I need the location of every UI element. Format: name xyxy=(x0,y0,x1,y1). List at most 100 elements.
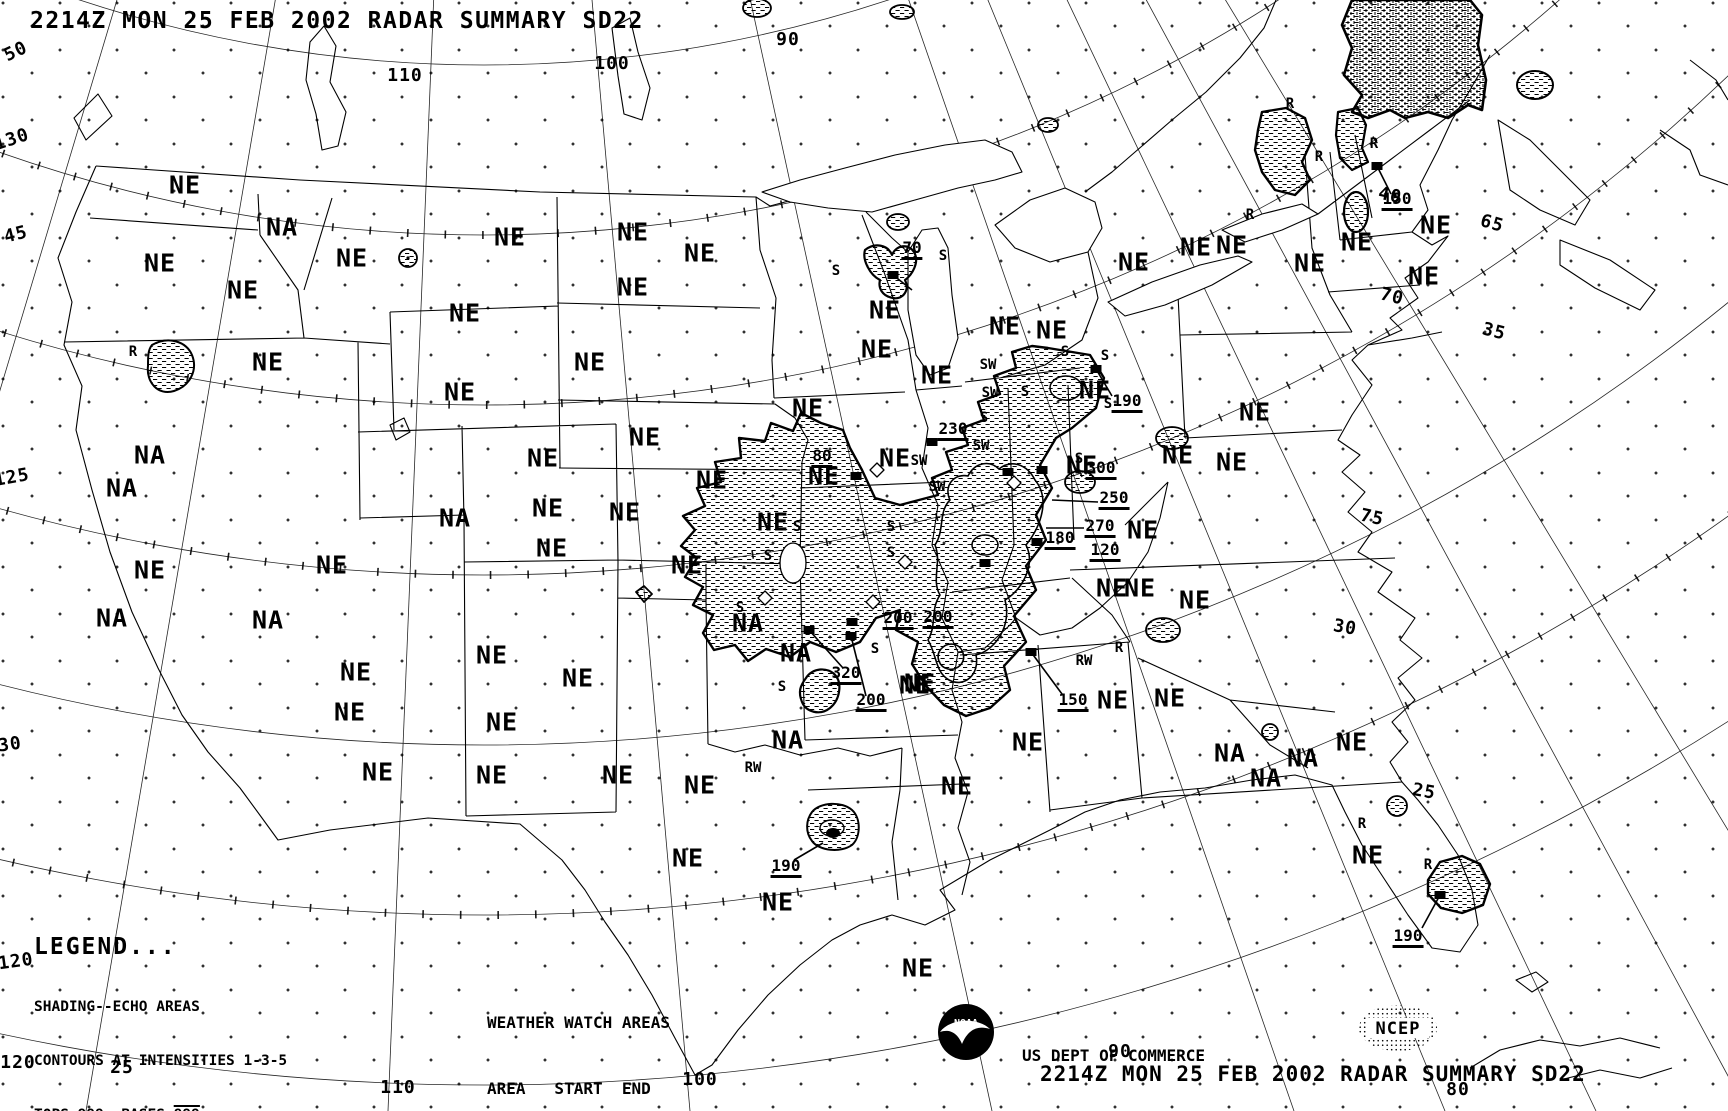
state-boundaries xyxy=(57,0,1728,1081)
legend-line-contours: CONTOURS AT INTENSITIES 1-3-5 xyxy=(34,1053,288,1069)
echo-leader-line xyxy=(1095,368,1113,397)
coverage-label: NE xyxy=(526,443,560,473)
precip-label: S xyxy=(886,545,896,561)
precip-label: R xyxy=(1114,640,1124,656)
graticule-label: 40 xyxy=(1376,182,1404,209)
coverage-label: NE xyxy=(1065,450,1099,480)
tops-label: 80 xyxy=(811,448,833,468)
coverage-label: NE xyxy=(1123,573,1157,603)
echo-wisconsin-spot xyxy=(886,213,910,231)
echo-co-nm-spot xyxy=(635,585,653,603)
echo-cell-marker xyxy=(850,472,862,480)
tops-label: 120 xyxy=(1089,542,1121,562)
coverage-label: NE xyxy=(860,334,894,364)
precip-label: SW xyxy=(928,479,946,495)
graticule-label: 120 xyxy=(0,948,35,975)
echo-cell-marker xyxy=(1002,468,1014,476)
coverage-label: NE xyxy=(1096,685,1130,715)
great-lakes xyxy=(761,139,1319,376)
coverage-label: NE xyxy=(898,670,932,700)
coverage-label: NE xyxy=(608,497,642,527)
precip-label: S xyxy=(792,519,802,535)
echo-florida-west-spot xyxy=(1386,795,1408,817)
coverage-label: NE xyxy=(616,217,650,247)
coverage-label: NE xyxy=(133,555,167,585)
precip-label: S xyxy=(979,410,989,426)
echo-new-england-oval xyxy=(1342,190,1370,234)
chart-title-bottom: 2214Z MON 25 FEB 2002 RADAR SUMMARY SD22 xyxy=(1040,1062,1586,1086)
graticule-label: 80 xyxy=(1446,1079,1470,1100)
coverage-label: NE xyxy=(670,550,704,580)
coverage-label: NA xyxy=(1249,763,1283,793)
echo-georgia-spot xyxy=(1261,723,1279,741)
graticule-label: 45 xyxy=(1,221,30,248)
coverage-label: NE xyxy=(1407,261,1441,291)
coverage-label: NE xyxy=(1035,315,1069,345)
coverage-label: NE xyxy=(1161,440,1195,470)
precip-label: S xyxy=(777,679,787,695)
precip-label: S xyxy=(1100,348,1110,364)
legend-line-tops-bases: TOPS 999--BASES 999 xyxy=(34,1106,313,1111)
legend-heading: LEGEND... xyxy=(34,934,177,960)
agency-credit: US DEPT OF COMMERCE NOAA/NWS/NCEP WASHIN… xyxy=(1022,998,1253,1111)
coverage-label: NE xyxy=(531,493,565,523)
agency-dept: US DEPT OF COMMERCE xyxy=(1022,1046,1206,1065)
precip-label: SW xyxy=(979,357,997,373)
coverage-label: NE xyxy=(1178,585,1212,615)
graticule-label: 100 xyxy=(594,53,630,74)
graticule-label: 25 xyxy=(1410,779,1438,804)
coverage-label: NE xyxy=(475,760,509,790)
echo-texas-cell xyxy=(806,802,860,851)
coverage-label: NE xyxy=(475,640,509,670)
precip-label: S xyxy=(763,548,773,564)
precip-label: S xyxy=(1060,344,1070,360)
precip-label: SW xyxy=(981,385,999,401)
coverage-label: NE xyxy=(1335,727,1369,757)
coverage-label: NA xyxy=(133,440,167,470)
coverage-label: NE xyxy=(988,311,1022,341)
echo-cell-marker xyxy=(803,626,815,634)
echo-canada-spot2 xyxy=(889,4,915,20)
echo-upstate-ny xyxy=(1253,106,1314,197)
echo-contour-3 xyxy=(927,462,1044,684)
coverage-label: NE xyxy=(671,843,705,873)
echo-cell-marker xyxy=(1434,891,1446,899)
coverage-label: NE xyxy=(335,243,369,273)
graticule-label: 50 xyxy=(0,37,31,67)
coverage-label: NE xyxy=(573,347,607,377)
coverage-label: NE xyxy=(168,170,202,200)
coverage-label: NE xyxy=(1238,397,1272,427)
coverage-label: NE xyxy=(1179,232,1213,262)
legend-block: LEGEND... SHADING--ECHO AREAS CONTOURS A… xyxy=(34,902,313,1111)
coverage-label: NA xyxy=(1286,743,1320,773)
ncep-logo-text: NCEP xyxy=(1376,1019,1421,1039)
coverage-label: NE xyxy=(1117,247,1151,277)
coverage-label: NE xyxy=(1419,210,1453,240)
precip-label: S xyxy=(831,263,841,279)
coverage-label: NE xyxy=(868,295,902,325)
coverage-label: NE xyxy=(901,953,935,983)
coverage-label: NA xyxy=(251,605,285,635)
coverage-label: NE xyxy=(251,347,285,377)
tops-label: 200 xyxy=(882,610,914,630)
coverage-label: NE xyxy=(1293,248,1327,278)
echo-cell-marker xyxy=(1371,162,1383,170)
weather-watch-box: WEATHER WATCH AREAS AREA START END NONE xyxy=(487,968,670,1111)
coverage-label: NE xyxy=(443,377,477,407)
echo-contour-3c xyxy=(1049,375,1083,401)
graticule-label: 130 xyxy=(0,124,32,155)
graticule-label: 75 xyxy=(1358,504,1386,531)
noaa-logo: NOAA xyxy=(938,1004,994,1060)
graticule-label: 70 xyxy=(1378,283,1407,310)
echo-leader-line xyxy=(850,635,867,697)
graticule-label: 90 xyxy=(1108,1041,1132,1062)
coverage-label: NE xyxy=(485,707,519,737)
graticule-label: 30 xyxy=(0,732,24,757)
precip-label: S xyxy=(1103,396,1113,412)
echo-cell-marker xyxy=(1090,365,1102,373)
tops-label: 190 xyxy=(1111,393,1143,413)
tops-label: 250 xyxy=(1098,490,1130,510)
